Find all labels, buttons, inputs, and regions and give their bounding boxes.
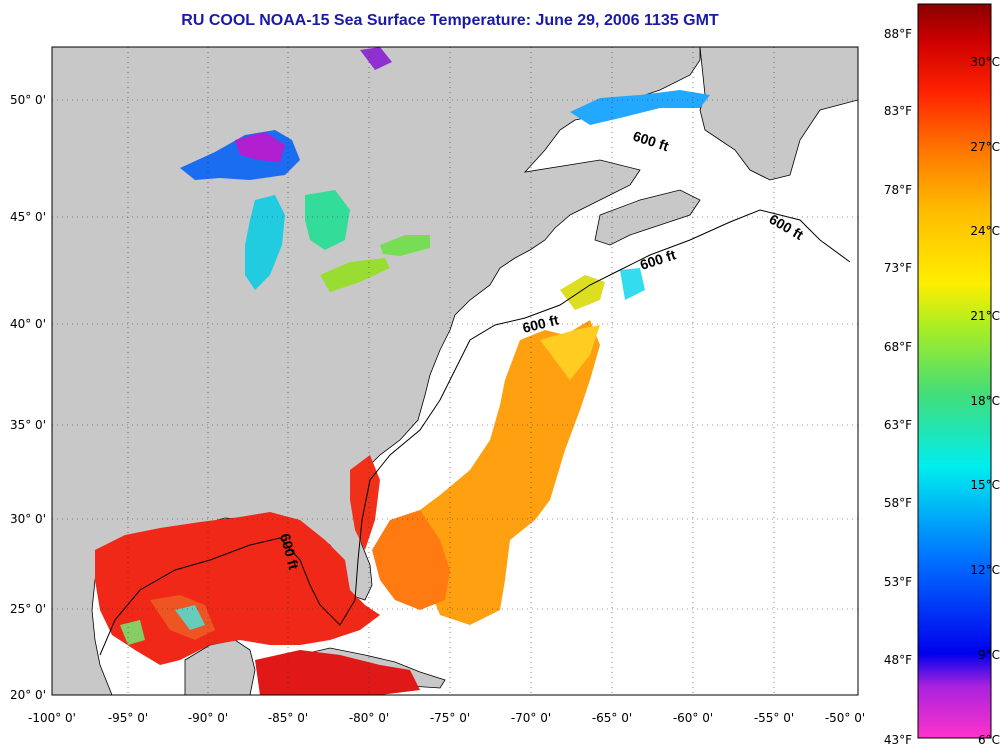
- colorbar-f-label: 53°F: [884, 575, 912, 589]
- lat-tick-label: 35° 0': [10, 418, 46, 432]
- lon-tick-label: -75° 0': [430, 711, 470, 725]
- lon-tick-label: -85° 0': [268, 711, 308, 725]
- colorbar-c-label: 6°C: [978, 733, 1000, 747]
- lon-tick-label: -65° 0': [592, 711, 632, 725]
- lon-tick-label: -60° 0': [673, 711, 713, 725]
- st-lawrence-sst: [570, 90, 710, 125]
- colorbar-f-label: 43°F: [884, 733, 912, 747]
- colorbar-c-label: 21°C: [970, 309, 1000, 323]
- lat-tick-label: 45° 0': [10, 210, 46, 224]
- lon-tick-label: -100° 0': [28, 711, 76, 725]
- colorbar-c-label: 9°C: [978, 648, 1000, 662]
- lat-tick-label: 25° 0': [10, 602, 46, 616]
- colorbar-f-label: 58°F: [884, 496, 912, 510]
- colorbar-c-label: 30°C: [970, 55, 1000, 69]
- colorbar-c-label: 27°C: [970, 140, 1000, 154]
- map-title: RU COOL NOAA-15 Sea Surface Temperature:…: [181, 12, 719, 29]
- land-nova-scotia: [594, 189, 701, 246]
- map-panel: [52, 47, 858, 695]
- lon-tick-label: -90° 0': [188, 711, 228, 725]
- isobath-600ft: [99, 209, 851, 656]
- atlantic-sst: [372, 268, 645, 625]
- lon-tick-label: -80° 0': [349, 711, 389, 725]
- colorbar-c-label: 18°C: [970, 394, 1000, 408]
- lon-tick-label: -95° 0': [108, 711, 148, 725]
- graticule: [52, 47, 858, 695]
- colorbar-c-label: 15°C: [970, 478, 1000, 492]
- map-frame: [51, 46, 859, 696]
- colorbar-gradient: [917, 3, 992, 739]
- colorbar-f-label: 48°F: [884, 653, 912, 667]
- lon-tick-label: -70° 0': [511, 711, 551, 725]
- colorbar-c-label: 12°C: [970, 563, 1000, 577]
- lon-tick-label: -55° 0': [754, 711, 794, 725]
- latitude-axis: 50° 0' 45° 0' 40° 0' 35° 0' 30° 0' 25° 0…: [10, 93, 46, 702]
- colorbar-f-label: 68°F: [884, 340, 912, 354]
- lat-tick-label: 40° 0': [10, 317, 46, 331]
- colorbar-f-label: 63°F: [884, 418, 912, 432]
- longitude-axis: -100° 0' -95° 0' -90° 0' -85° 0' -80° 0'…: [28, 711, 865, 725]
- colorbar-f-label: 73°F: [884, 261, 912, 275]
- lat-tick-label: 30° 0': [10, 512, 46, 526]
- colorbar-f-label: 88°F: [884, 27, 912, 41]
- great-lakes-sst: [180, 47, 430, 292]
- colorbar-f-label: 83°F: [884, 104, 912, 118]
- land-newfoundland: [699, 47, 858, 181]
- lat-tick-label: 20° 0': [10, 688, 46, 702]
- gulf-sst: [95, 455, 420, 695]
- colorbar-c-label: 24°C: [970, 224, 1000, 238]
- lon-tick-label: -50° 0': [825, 711, 865, 725]
- lat-tick-label: 50° 0': [10, 93, 46, 107]
- colorbar-f-label: 78°F: [884, 183, 912, 197]
- colorbar: 88°F 83°F 78°F 73°F 68°F 63°F 58°F 53°F …: [884, 3, 1000, 747]
